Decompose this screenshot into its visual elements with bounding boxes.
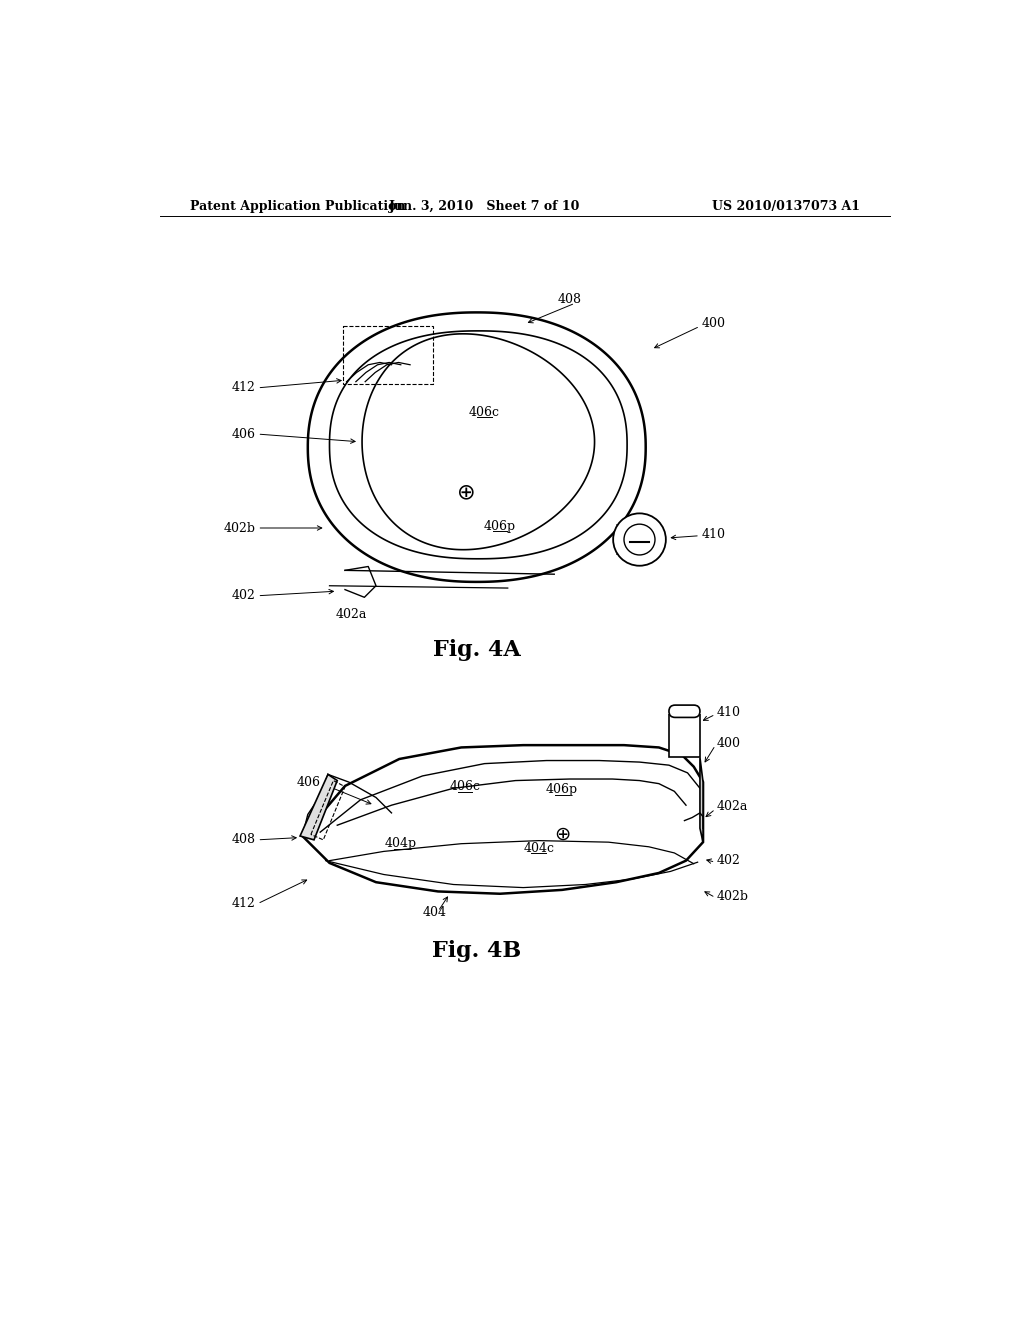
Text: 410: 410 bbox=[717, 706, 741, 719]
Text: Fig. 4B: Fig. 4B bbox=[432, 940, 521, 962]
Polygon shape bbox=[669, 714, 700, 758]
Text: Patent Application Publication: Patent Application Publication bbox=[190, 199, 406, 213]
Text: 406c: 406c bbox=[450, 780, 480, 793]
Polygon shape bbox=[302, 744, 703, 894]
Text: 404c: 404c bbox=[523, 842, 554, 855]
Text: 412: 412 bbox=[232, 381, 256, 395]
Text: 402: 402 bbox=[232, 589, 256, 602]
Text: Jun. 3, 2010   Sheet 7 of 10: Jun. 3, 2010 Sheet 7 of 10 bbox=[389, 199, 581, 213]
Text: 402b: 402b bbox=[224, 521, 256, 535]
Circle shape bbox=[613, 513, 666, 566]
Text: 406: 406 bbox=[231, 428, 256, 441]
Text: 408: 408 bbox=[558, 293, 582, 306]
Text: 412: 412 bbox=[232, 898, 256, 911]
Text: 402b: 402b bbox=[717, 890, 749, 903]
Text: US 2010/0137073 A1: US 2010/0137073 A1 bbox=[712, 199, 859, 213]
Text: 402a: 402a bbox=[336, 607, 367, 620]
Circle shape bbox=[624, 524, 655, 554]
Polygon shape bbox=[300, 775, 337, 840]
Text: 406: 406 bbox=[296, 776, 321, 788]
Text: $\oplus$: $\oplus$ bbox=[456, 483, 474, 503]
Text: 402a: 402a bbox=[717, 800, 749, 813]
Text: 404: 404 bbox=[423, 907, 446, 920]
Text: 404p: 404p bbox=[385, 837, 417, 850]
Text: 408: 408 bbox=[231, 833, 256, 846]
Text: 406p: 406p bbox=[546, 783, 579, 796]
FancyBboxPatch shape bbox=[669, 705, 700, 718]
Text: 400: 400 bbox=[701, 317, 725, 330]
Text: 406p: 406p bbox=[484, 520, 516, 533]
Text: 400: 400 bbox=[717, 737, 741, 750]
Text: 410: 410 bbox=[701, 528, 725, 541]
Text: Fig. 4A: Fig. 4A bbox=[433, 639, 520, 661]
Polygon shape bbox=[308, 313, 646, 582]
Text: 402: 402 bbox=[717, 854, 741, 867]
Text: 406c: 406c bbox=[469, 407, 500, 418]
Text: $\oplus$: $\oplus$ bbox=[554, 825, 570, 843]
Polygon shape bbox=[700, 758, 703, 842]
